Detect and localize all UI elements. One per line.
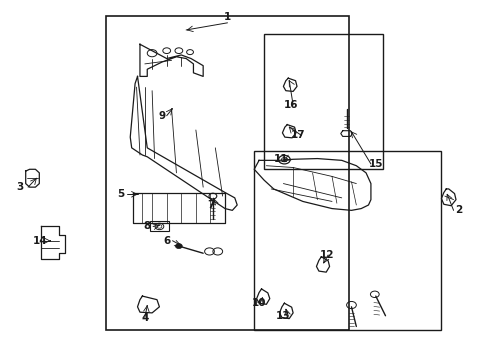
Text: 11: 11: [273, 154, 287, 163]
Text: 1: 1: [224, 13, 231, 22]
Text: 9: 9: [158, 111, 165, 121]
Text: 6: 6: [163, 236, 170, 246]
Text: 14: 14: [33, 236, 47, 246]
Bar: [149, 221, 169, 231]
Text: 17: 17: [290, 130, 305, 140]
Text: 7: 7: [206, 200, 214, 210]
Text: 15: 15: [368, 159, 382, 169]
Bar: [106, 16, 348, 330]
Text: 10: 10: [251, 298, 266, 308]
Text: 12: 12: [319, 250, 334, 260]
Text: 4: 4: [141, 312, 148, 323]
Text: 13: 13: [276, 311, 290, 321]
Text: 8: 8: [143, 221, 151, 231]
Text: 5: 5: [117, 189, 124, 199]
Bar: [264, 33, 382, 169]
Text: 16: 16: [283, 100, 297, 110]
Bar: [254, 152, 441, 330]
Circle shape: [175, 244, 182, 249]
Text: 3: 3: [16, 182, 23, 192]
Text: 2: 2: [454, 205, 461, 215]
